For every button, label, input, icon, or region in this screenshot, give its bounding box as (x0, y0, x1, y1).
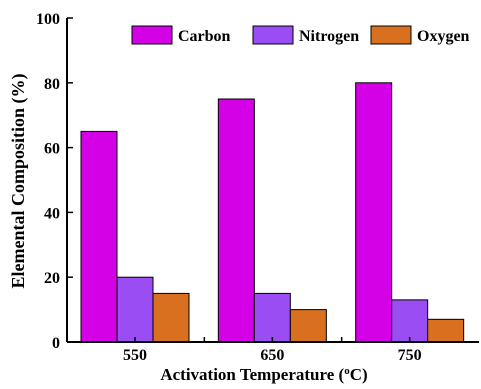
bar-oxygen-750 (427, 318, 465, 343)
bar-carbon-650 (217, 98, 255, 343)
y-tick-label-100: 100 (36, 11, 60, 28)
legend-swatch-carbon (131, 25, 173, 45)
legend-label-nitrogen: Nitrogen (299, 28, 359, 45)
legend-label-carbon: Carbon (178, 28, 231, 45)
x-tick-label-550: 550 (123, 347, 147, 364)
bar-nitrogen-550 (116, 276, 154, 343)
y-axis-label: Elemental Composition (%) (8, 74, 29, 289)
bar-nitrogen-650 (253, 292, 291, 343)
bar-carbon-550 (80, 130, 118, 343)
bar-oxygen-650 (289, 309, 327, 343)
bar-oxygen-550 (152, 292, 190, 343)
legend-label-oxygen: Oxygen (417, 28, 470, 45)
legend: Carbon Nitrogen Oxygen (131, 25, 470, 45)
x-tick-label-750: 750 (398, 347, 422, 364)
y-tick-label-20: 20 (44, 270, 60, 287)
x-tick-label-650: 650 (260, 347, 284, 364)
legend-swatch-oxygen (370, 25, 412, 45)
x-axis-label: Activation Temperature (oC) (160, 365, 367, 384)
axes-layer: 0 20 40 60 80 100 550 650 750 (36, 11, 479, 364)
y-tick-label-0: 0 (52, 335, 60, 352)
y-tick-label-80: 80 (44, 76, 60, 93)
legend-swatch-nitrogen (252, 25, 294, 45)
x-axis-label-main: Activation Temperature ( (160, 365, 344, 384)
x-axis-label-superscript: o (344, 365, 350, 377)
bars-layer (80, 82, 465, 343)
bar-nitrogen-750 (391, 299, 429, 343)
y-tick-label-40: 40 (44, 205, 60, 222)
bar-carbon-750 (355, 82, 393, 343)
x-axis-label-tail: C) (350, 365, 368, 384)
y-tick-label-60: 60 (44, 141, 60, 158)
